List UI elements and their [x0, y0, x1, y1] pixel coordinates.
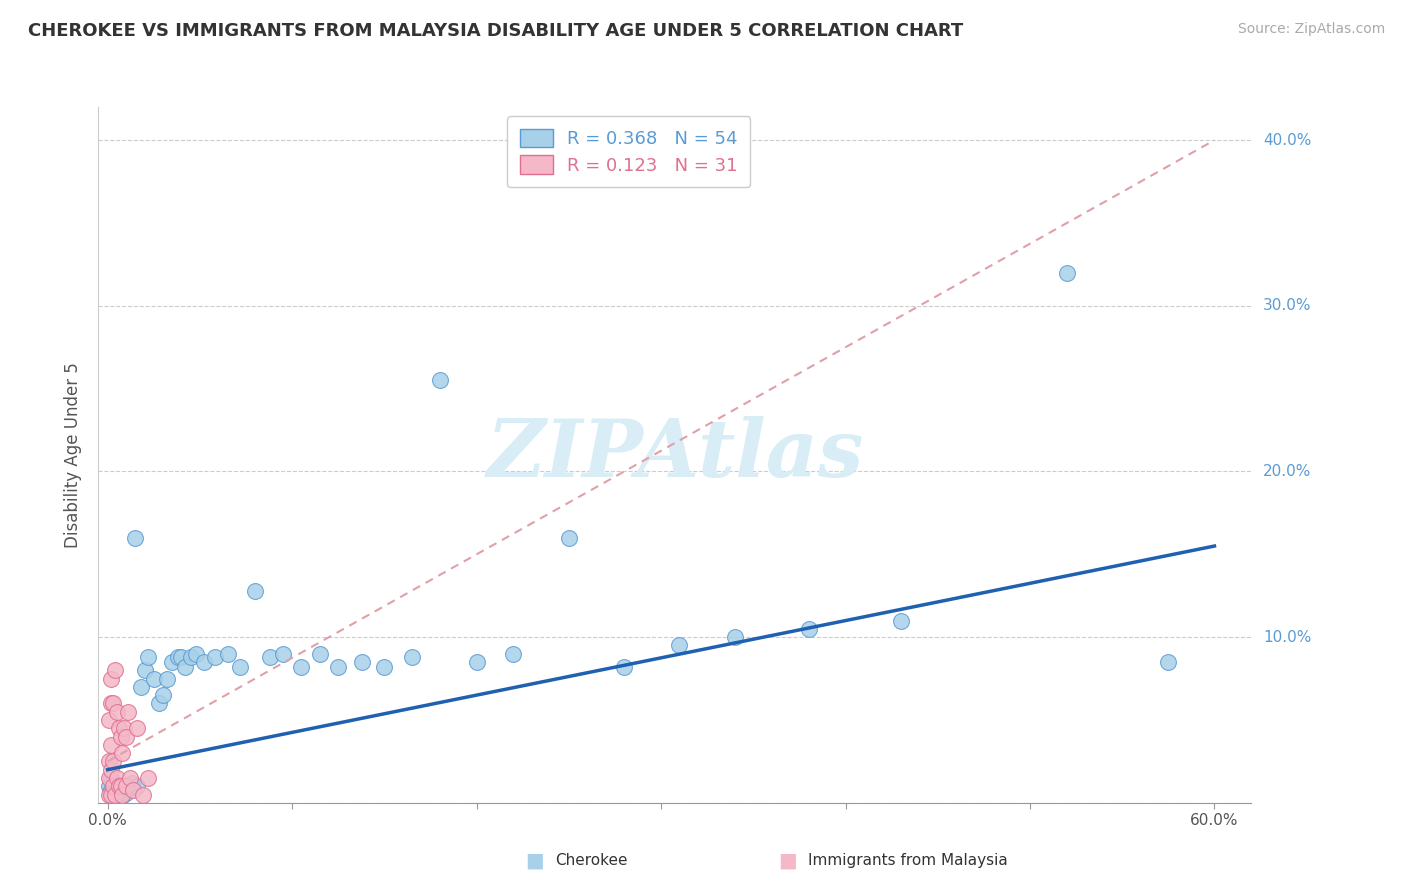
- Point: [170, 650, 193, 665]
- Point: [105, 771, 128, 785]
- Point: [797, 622, 820, 636]
- Point: [136, 771, 159, 785]
- Point: [131, 788, 153, 802]
- Text: 40.0%: 40.0%: [1263, 133, 1312, 148]
- Point: [290, 660, 312, 674]
- Point: [245, 583, 267, 598]
- Point: [204, 650, 226, 665]
- Point: [101, 776, 124, 790]
- Point: [100, 763, 122, 777]
- Point: [101, 788, 124, 802]
- Point: [107, 721, 129, 735]
- Point: [127, 779, 149, 793]
- Point: [502, 647, 524, 661]
- Point: [121, 776, 143, 790]
- Point: [98, 779, 121, 793]
- Point: [110, 778, 132, 792]
- Point: [98, 771, 121, 785]
- Point: [613, 660, 636, 674]
- Point: [156, 672, 179, 686]
- Point: [105, 790, 128, 805]
- Point: [117, 705, 139, 719]
- Point: [100, 782, 122, 797]
- Point: [104, 788, 127, 802]
- Point: [115, 786, 138, 800]
- Text: ▪: ▪: [524, 847, 544, 875]
- Point: [105, 780, 128, 795]
- Point: [152, 688, 174, 702]
- Point: [111, 789, 134, 804]
- Point: [104, 663, 127, 677]
- Point: [401, 650, 423, 665]
- Point: [217, 647, 239, 661]
- Point: [111, 746, 134, 760]
- Point: [328, 660, 350, 674]
- Legend: R = 0.368   N = 54, R = 0.123   N = 31: R = 0.368 N = 54, R = 0.123 N = 31: [508, 116, 751, 187]
- Point: [107, 779, 129, 793]
- Point: [429, 373, 451, 387]
- Point: [558, 531, 581, 545]
- Text: Immigrants from Malaysia: Immigrants from Malaysia: [808, 854, 1008, 868]
- Text: Source: ZipAtlas.com: Source: ZipAtlas.com: [1237, 22, 1385, 37]
- Point: [110, 730, 132, 744]
- Point: [98, 755, 121, 769]
- Point: [1056, 266, 1078, 280]
- Point: [1157, 655, 1180, 669]
- Point: [148, 697, 170, 711]
- Point: [136, 650, 159, 665]
- Point: [724, 630, 747, 644]
- Point: [98, 788, 121, 802]
- Point: [174, 660, 197, 674]
- Text: ZIPAtlas: ZIPAtlas: [486, 417, 863, 493]
- Point: [127, 721, 149, 735]
- Point: [118, 771, 141, 785]
- Point: [142, 672, 165, 686]
- Point: [890, 614, 912, 628]
- Point: [134, 663, 156, 677]
- Point: [100, 771, 122, 785]
- Point: [105, 705, 128, 719]
- Point: [101, 779, 124, 793]
- Point: [129, 680, 152, 694]
- Point: [98, 713, 121, 727]
- Point: [117, 780, 139, 795]
- Point: [166, 650, 188, 665]
- Point: [271, 647, 294, 661]
- Point: [107, 786, 129, 800]
- Point: [308, 647, 330, 661]
- Point: [373, 660, 395, 674]
- Point: [352, 655, 374, 669]
- Point: [110, 779, 132, 793]
- Point: [100, 672, 122, 686]
- Point: [101, 755, 124, 769]
- Text: Cherokee: Cherokee: [555, 854, 628, 868]
- Y-axis label: Disability Age Under 5: Disability Age Under 5: [65, 362, 83, 548]
- Point: [115, 730, 138, 744]
- Point: [668, 639, 690, 653]
- Point: [193, 655, 215, 669]
- Text: CHEROKEE VS IMMIGRANTS FROM MALAYSIA DISABILITY AGE UNDER 5 CORRELATION CHART: CHEROKEE VS IMMIGRANTS FROM MALAYSIA DIS…: [28, 22, 963, 40]
- Point: [115, 779, 138, 793]
- Point: [112, 782, 135, 797]
- Point: [112, 721, 135, 735]
- Text: 10.0%: 10.0%: [1263, 630, 1312, 645]
- Point: [186, 647, 208, 661]
- Point: [124, 531, 146, 545]
- Point: [180, 650, 202, 665]
- Point: [100, 738, 122, 752]
- Text: 30.0%: 30.0%: [1263, 298, 1312, 313]
- Point: [111, 788, 134, 802]
- Point: [229, 660, 252, 674]
- Text: ▪: ▪: [778, 847, 797, 875]
- Point: [259, 650, 281, 665]
- Point: [100, 697, 122, 711]
- Point: [122, 782, 145, 797]
- Point: [465, 655, 488, 669]
- Text: 20.0%: 20.0%: [1263, 464, 1312, 479]
- Point: [100, 788, 122, 802]
- Point: [104, 784, 127, 798]
- Point: [160, 655, 183, 669]
- Point: [101, 697, 124, 711]
